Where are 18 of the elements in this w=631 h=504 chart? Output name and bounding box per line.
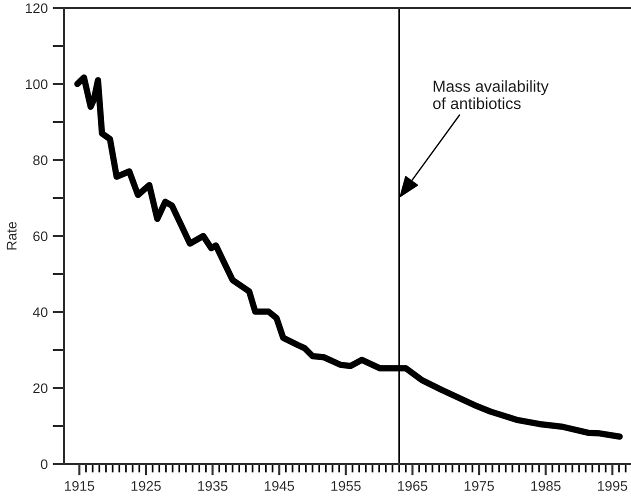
y-tick-label: 0 [40,459,48,470]
y-tick-label: 100 [26,79,48,90]
y-tick-label: 80 [33,155,48,166]
y-axis-title: Rate [6,222,17,250]
x-tick-label: 1955 [331,481,361,491]
x-tick-label: 1945 [264,481,294,491]
x-tick-label: 1975 [464,481,494,491]
y-tick-label: 60 [33,231,48,242]
x-tick-label: 1985 [531,481,561,491]
x-tick-label: 1915 [64,481,94,491]
x-tick-label: 1935 [198,481,228,491]
x-tick-label: 1965 [398,481,428,491]
x-tick-label: 1925 [132,481,161,491]
y-tick-label: 20 [33,383,48,394]
annotation: Mass availability of antibiotics [433,80,549,110]
y-tick-label: 40 [32,307,48,318]
y-tick-label: 120 [26,3,48,14]
x-tick-label: 1995 [598,481,628,491]
